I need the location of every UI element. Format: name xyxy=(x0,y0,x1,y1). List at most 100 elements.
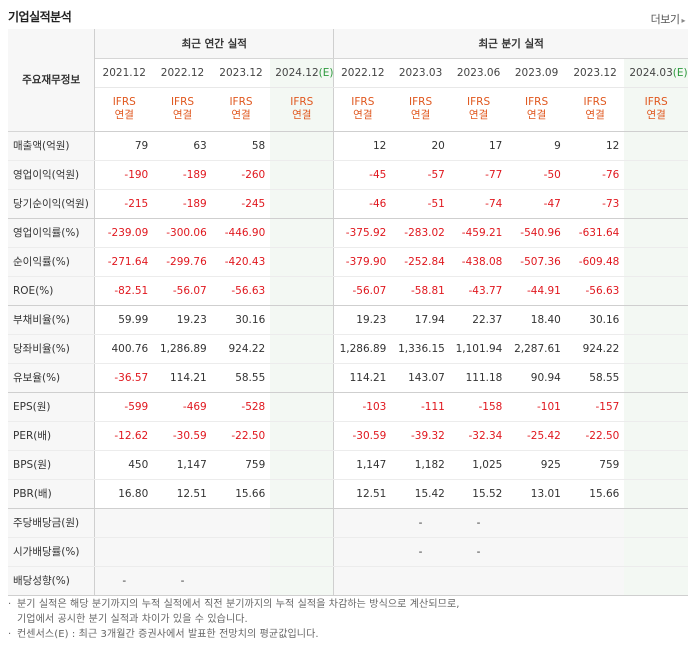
table-row: 부채비율(%) 59.99 19.23 30.16 19.23 17.94 22.37 18.… xyxy=(8,305,688,335)
table-cell: -189 xyxy=(153,160,212,190)
table-cell: -245 xyxy=(211,189,271,219)
ifrs-header: IFRS 연결 xyxy=(94,87,154,132)
period-header-row: 2021.12 2022.12 2023.12 2024.12(E) 2022.12 20… xyxy=(8,58,688,88)
consolidated-label: 연결 xyxy=(646,109,666,121)
table-cell: 925 xyxy=(507,450,566,480)
table-cell xyxy=(624,537,688,567)
period-header: 2024.12(E) xyxy=(270,58,334,88)
section-header: 기업실적분석 더보기 ▸ xyxy=(8,6,688,26)
more-link[interactable]: 더보기 ▸ xyxy=(650,11,686,27)
table-cell: 30.16 xyxy=(565,305,625,335)
table-cell: -47 xyxy=(507,189,566,219)
table-cell: -111 xyxy=(391,392,450,422)
table-cell xyxy=(565,537,625,567)
table-cell: 1,286.89 xyxy=(153,334,212,364)
ifrs-label: IFRS xyxy=(229,96,253,108)
table-cell: - xyxy=(449,537,508,567)
table-cell: 63 xyxy=(153,131,212,161)
table-cell: -22.50 xyxy=(565,421,625,451)
footnote-bullet: · xyxy=(8,629,12,640)
ifrs-header: IFRS 연결 xyxy=(333,87,392,132)
table-cell xyxy=(270,566,334,596)
ifrs-label: IFRS xyxy=(409,96,433,108)
table-row: 시가배당률(%) - - xyxy=(8,537,688,567)
period-header: 2022.12 xyxy=(153,58,212,88)
period-header: 2023.06 xyxy=(449,58,508,88)
table-cell: -77 xyxy=(449,160,508,190)
ifrs-header: IFRS 연결 xyxy=(624,87,688,132)
table-cell xyxy=(270,334,334,364)
table-cell: -56.63 xyxy=(565,276,625,306)
table-cell: -190 xyxy=(94,160,154,190)
table-cell xyxy=(624,276,688,306)
table-cell: 18.40 xyxy=(507,305,566,335)
table-cell xyxy=(211,508,271,538)
ifrs-header: IFRS 연결 xyxy=(507,87,566,132)
row-label: 매출액(억원) xyxy=(8,131,96,161)
footnote-text: 기업에서 공시한 분기 실적과 차이가 있을 수 있습니다. xyxy=(17,614,248,625)
ifrs-label: IFRS xyxy=(290,96,314,108)
period-label: 2024.03 xyxy=(629,66,673,79)
table-cell: 59.99 xyxy=(94,305,154,335)
table-cell xyxy=(333,508,392,538)
financial-table-body: 매출액(억원) 79 63 58 12 20 17 9 12 영업이익(억원) -190 -189 -2… xyxy=(8,131,688,596)
table-cell: -446.90 xyxy=(211,218,271,248)
table-cell: -599 xyxy=(94,392,154,422)
table-row: PBR(배) 16.80 12.51 15.66 12.51 15.42 15.52 13.0… xyxy=(8,479,688,509)
table-cell: - xyxy=(153,566,212,596)
table-cell xyxy=(153,537,212,567)
table-cell xyxy=(270,363,334,393)
table-cell xyxy=(624,218,688,248)
table-cell xyxy=(270,247,334,277)
table-row: 영업이익(억원) -190 -189 -260 -45 -57 -77 -50 -76 xyxy=(8,160,688,190)
row-label: PER(배) xyxy=(8,421,96,451)
table-cell xyxy=(270,189,334,219)
footnote-text: 분기 실적은 해당 분기까지의 누적 실적에서 직전 분기까지의 누적 실적을 … xyxy=(17,599,460,610)
table-cell: 9 xyxy=(507,131,566,161)
period-header: 2023.03 xyxy=(391,58,450,88)
table-cell: 13.01 xyxy=(507,479,566,509)
consolidated-label: 연결 xyxy=(172,109,193,121)
table-cell: 2,287.61 xyxy=(507,334,566,364)
table-cell xyxy=(565,508,625,538)
table-cell: 1,182 xyxy=(391,450,450,480)
period-label: 2023.12 xyxy=(219,66,263,79)
ifrs-header-row: IFRS 연결 IFRS 연결 IFRS 연결 IFRS 연결 IFRS 연결 IFRS 연결 IFRS… xyxy=(8,87,688,132)
table-cell: 79 xyxy=(94,131,154,161)
table-cell xyxy=(624,189,688,219)
table-cell xyxy=(624,450,688,480)
table-cell: 15.42 xyxy=(391,479,450,509)
period-label: 2022.12 xyxy=(341,66,385,79)
table-cell: 1,147 xyxy=(153,450,212,480)
table-cell: -528 xyxy=(211,392,271,422)
table-cell xyxy=(153,508,212,538)
table-row: 주당배당금(원) - - xyxy=(8,508,688,538)
table-cell: 759 xyxy=(565,450,625,480)
period-label: 2023.03 xyxy=(398,66,443,79)
table-row: EPS(원) -599 -469 -528 -103 -111 -158 -101 -157 xyxy=(8,392,688,422)
period-label: 2023.06 xyxy=(456,66,501,79)
table-cell: -82.51 xyxy=(94,276,154,306)
table-cell: 58.55 xyxy=(211,363,271,393)
table-cell: -260 xyxy=(211,160,271,190)
table-cell: -103 xyxy=(333,392,392,422)
ifrs-header: IFRS 연결 xyxy=(211,87,271,132)
table-cell: -438.08 xyxy=(449,247,508,277)
table-cell: - xyxy=(94,566,154,596)
table-cell: -30.59 xyxy=(333,421,392,451)
table-cell: 12.51 xyxy=(153,479,212,509)
table-cell: 15.52 xyxy=(449,479,508,509)
estimate-mark: (E) xyxy=(672,66,688,79)
footnote-bullet: · xyxy=(8,599,12,610)
more-label: 더보기 xyxy=(650,13,680,26)
table-row: 매출액(억원) 79 63 58 12 20 17 9 12 xyxy=(8,131,688,161)
table-cell: -300.06 xyxy=(153,218,212,248)
table-cell: -58.81 xyxy=(391,276,450,306)
table-cell xyxy=(270,305,334,335)
table-cell: -631.64 xyxy=(565,218,625,248)
ifrs-label: IFRS xyxy=(170,96,195,108)
period-label: 2023.09 xyxy=(514,66,559,79)
table-cell: 12 xyxy=(565,131,625,161)
table-cell: 22.37 xyxy=(449,305,508,335)
row-label: 주당배당금(원) xyxy=(8,508,96,538)
